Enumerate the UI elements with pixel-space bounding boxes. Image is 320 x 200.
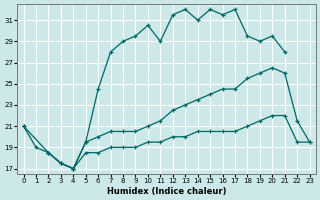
X-axis label: Humidex (Indice chaleur): Humidex (Indice chaleur)	[107, 187, 226, 196]
